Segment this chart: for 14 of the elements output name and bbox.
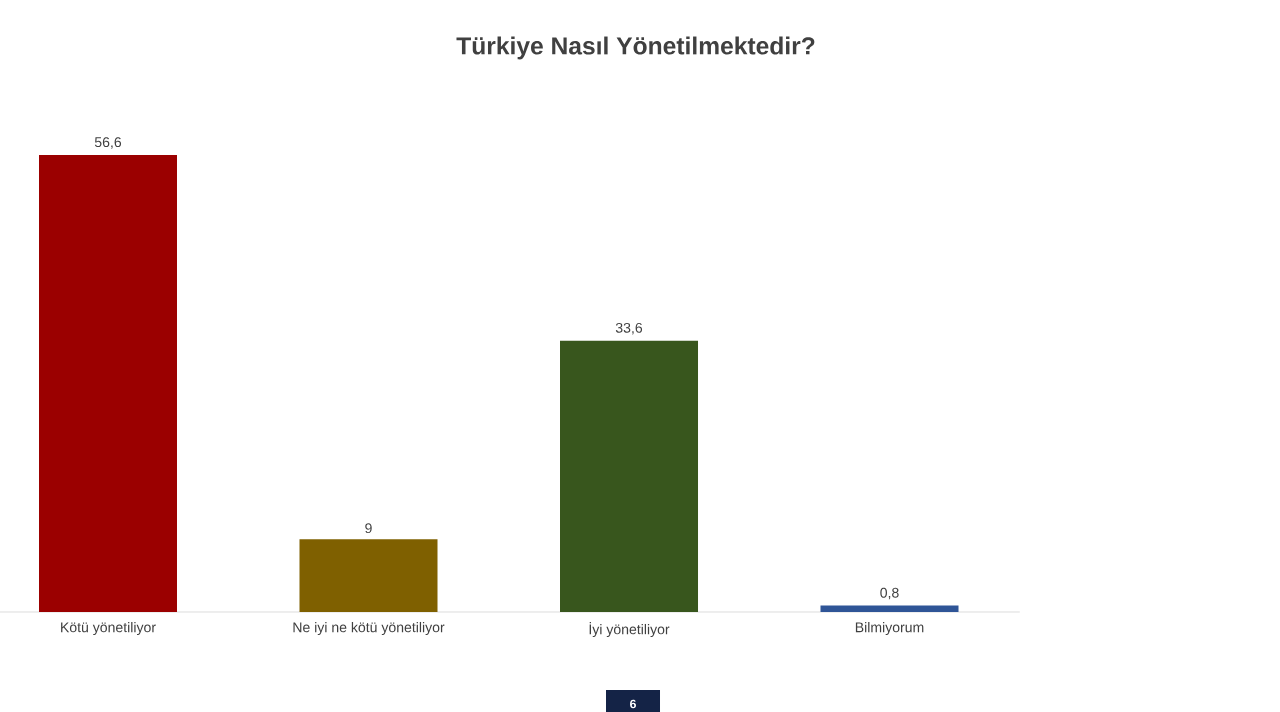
bar <box>299 539 438 612</box>
data-label: 56,6 <box>94 137 122 149</box>
chart-title: Türkiye Nasıl Yönetilmektedir? <box>456 36 815 60</box>
data-label: 0,8 <box>880 587 899 600</box>
x-tick-label: Kötü yönetiliyor <box>61 621 156 636</box>
bar <box>560 340 699 612</box>
x-tick-label: İyi yönetiliyor <box>589 621 670 638</box>
bar <box>820 605 959 612</box>
x-tick-label: Bilmiyorum <box>855 621 924 636</box>
x-tick-label: Ne iyi ne kötü yönetiliyor <box>293 621 445 636</box>
data-label: 9 <box>365 523 372 534</box>
text: 6 <box>630 699 636 709</box>
data-label: 33,6 <box>615 322 643 335</box>
bar <box>39 154 177 612</box>
